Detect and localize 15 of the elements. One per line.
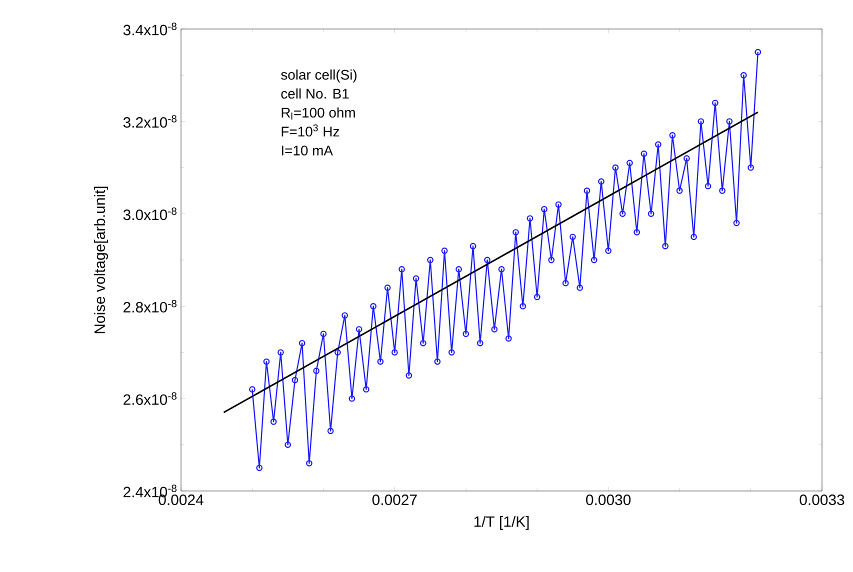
y-tick-label: 3.0x10$^{-8}$ <box>123 207 177 220</box>
annotation: I=10 mA <box>282 146 333 156</box>
annotation: cell No. B1 <box>281 88 349 99</box>
annotation: F=10$^{3}$ Hz <box>282 124 339 137</box>
x-tick-label: 0.0030 <box>586 494 631 506</box>
y-tick-label: 3.2x10$^{-8}$ <box>123 115 177 128</box>
y-tick-label: 2.8x10$^{-8}$ <box>124 300 177 313</box>
y-tick-label: 2.6x10$^{-8}$ <box>124 392 177 405</box>
annotation: R$_{l}$=100 ohm <box>282 107 355 120</box>
x-tick-label: 0.0027 <box>372 494 417 506</box>
x-tick-label: 0.0033 <box>800 494 844 506</box>
x-axis-title: 1/T [1/K] <box>474 516 529 530</box>
y-tick-label: 3.4x10$^{-8}$ <box>123 22 177 36</box>
annotation: solar cell(Si) <box>281 69 357 82</box>
y-axis-title: Noise voltage[arb.unit] <box>94 186 108 334</box>
